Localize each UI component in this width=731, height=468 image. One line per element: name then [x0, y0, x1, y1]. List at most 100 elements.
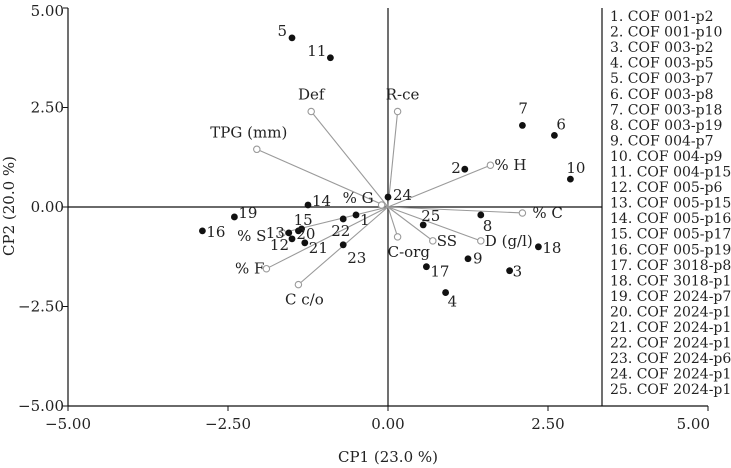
- variable-label: % F: [235, 260, 264, 278]
- legend-entry: 5. COF 003-p7: [610, 71, 713, 87]
- x-tick-label: 5.00: [677, 415, 710, 433]
- variable-vector-marker: [519, 210, 525, 216]
- variable-vector-marker: [378, 202, 384, 208]
- y-axis-title: CP2 (20.0 %): [0, 156, 18, 256]
- x-tick-label: −5.00: [45, 415, 91, 433]
- observation-label: 11: [307, 42, 326, 60]
- legend-entry: 23. COF 2024-p6: [610, 351, 731, 367]
- observation-point: [535, 243, 542, 250]
- legend-entry: 12. COF 005-p6: [610, 180, 722, 196]
- legend-entry: 15. COF 005-p17: [610, 227, 731, 243]
- observation-point: [353, 212, 360, 219]
- observation-point: [231, 214, 238, 221]
- observation-label: 25: [421, 207, 440, 225]
- observation-point: [519, 122, 526, 129]
- observation-label: 4: [448, 293, 458, 311]
- observation-point: [385, 194, 392, 201]
- legend-entry: 9. COF 004-p7: [610, 133, 713, 149]
- variable-vector-marker: [295, 281, 301, 287]
- x-tick-label: −2.50: [205, 415, 251, 433]
- legend-entry: 2. COF 001-p10: [610, 25, 722, 41]
- legend-entry: 14. COF 005-p16: [610, 211, 731, 227]
- variable-vector-marker: [254, 146, 260, 152]
- observation-point: [327, 54, 334, 61]
- observation-point: [289, 34, 296, 41]
- observation-label: 6: [556, 115, 566, 133]
- variable-label: SS: [437, 232, 457, 250]
- observation-label: 13: [266, 224, 285, 242]
- legend-entry: 21. COF 2024-p15: [610, 320, 731, 336]
- y-tick-label: 0.00: [31, 198, 64, 216]
- variable-vector-marker: [478, 238, 484, 244]
- observation-point: [423, 263, 430, 270]
- variable-vector-marker: [394, 234, 400, 240]
- variable-vector-marker: [430, 238, 436, 244]
- observation-point: [340, 241, 347, 248]
- variable-label: C c/o: [285, 291, 324, 309]
- legend-entry: 24. COF 2024-p16: [610, 367, 731, 383]
- legend-entry: 11. COF 004-p15: [610, 165, 731, 181]
- observation-label: 2: [451, 159, 461, 177]
- x-axis-title: CP1 (23.0 %): [338, 448, 438, 466]
- legend-entry: 13. COF 005-p15: [610, 196, 731, 212]
- variable-label: Def: [298, 85, 326, 103]
- observation-point: [199, 227, 206, 234]
- observation-label: 7: [518, 99, 528, 117]
- observation-point: [285, 229, 292, 236]
- legend-entry: 4. COF 003-p5: [610, 56, 713, 72]
- observation-point: [461, 166, 468, 173]
- variable-vector-line: [388, 207, 398, 237]
- y-tick-label: −2.50: [18, 298, 64, 316]
- observation-label: 18: [542, 239, 561, 257]
- observation-point: [289, 235, 296, 242]
- legend-entry: 8. COF 003-p19: [610, 118, 722, 134]
- observation-label: 17: [430, 263, 449, 281]
- observation-point: [465, 255, 472, 262]
- observation-label: 16: [206, 223, 225, 241]
- observation-label: 23: [347, 249, 366, 267]
- observation-label: 5: [277, 22, 287, 40]
- variable-vector-marker: [394, 108, 400, 114]
- legend-entry: 1. COF 001-p2: [610, 9, 713, 25]
- variable-vector-line: [388, 207, 522, 213]
- variable-label: % S: [237, 227, 266, 245]
- observation-point: [301, 239, 308, 246]
- x-tick-label: 0.00: [371, 415, 404, 433]
- variable-label: C-org: [388, 243, 431, 261]
- observation-label: 9: [473, 250, 483, 268]
- legend-entry: 17. COF 3018-p8: [610, 258, 731, 274]
- variable-label: % C: [532, 204, 563, 222]
- observation-label: 22: [331, 222, 350, 240]
- y-tick-label: 2.50: [31, 99, 64, 117]
- variable-vector-marker: [308, 108, 314, 114]
- variable-label: TPG (mm): [210, 123, 287, 141]
- y-tick-label: −5.00: [18, 397, 64, 415]
- variable-label: % G: [343, 189, 374, 207]
- x-tick-label: 2.50: [531, 415, 564, 433]
- legend-entry: 18. COF 3018-p19: [610, 273, 731, 289]
- variable-label: R-ce: [386, 85, 420, 103]
- observation-label: 24: [393, 186, 412, 204]
- legend-entry: 10. COF 004-p9: [610, 149, 722, 165]
- variable-label: % H: [494, 156, 526, 174]
- legend-entry: 20. COF 2024-p10: [610, 304, 731, 320]
- observation-label: 8: [483, 217, 493, 235]
- observation-label: 1: [360, 211, 370, 229]
- observation-label: 19: [238, 204, 257, 222]
- legend-entry: 7. COF 003-p18: [610, 102, 722, 118]
- legend-entry: 19. COF 2024-p7: [610, 289, 731, 305]
- observation-label: 14: [312, 192, 331, 210]
- observation-label: 21: [309, 239, 328, 257]
- legend-entry: 6. COF 003-p8: [610, 87, 713, 103]
- variable-vector-marker: [487, 162, 493, 168]
- observation-point: [305, 202, 312, 209]
- legend-entry: 25. COF 2024-p17: [610, 382, 731, 398]
- observation-label: 10: [566, 159, 585, 177]
- y-tick-label: 5.00: [31, 2, 64, 20]
- legend-entry: 16. COF 005-p19: [610, 242, 731, 258]
- legend-entry: 3. COF 003-p2: [610, 40, 713, 56]
- legend-entry: 22. COF 2024-p17: [610, 336, 731, 352]
- observation-label: 3: [513, 263, 523, 281]
